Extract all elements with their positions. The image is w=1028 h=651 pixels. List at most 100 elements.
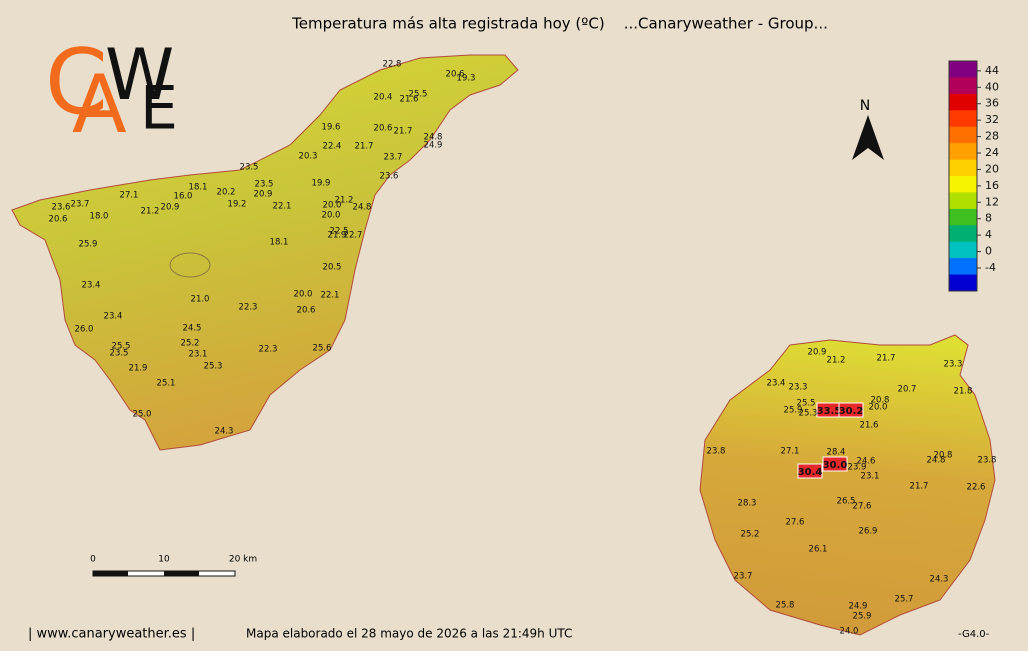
station-value: 22.1	[273, 202, 292, 212]
station-value: 25.5	[797, 399, 816, 409]
station-value: 16.0	[174, 192, 193, 202]
tenerife-island	[11, 54, 519, 451]
station-value: 22.6	[967, 483, 986, 493]
station-value: 20.9	[161, 203, 180, 213]
station-value: 21.7	[355, 142, 374, 152]
station-value: 24.9	[849, 602, 868, 612]
station-value: 21.2	[827, 356, 846, 366]
station-value: 21.9	[328, 231, 347, 241]
colorbar-swatch	[949, 126, 977, 144]
station-value: 21.2	[335, 196, 354, 206]
station-value: 22.3	[259, 345, 278, 355]
station-value: 22.4	[323, 142, 342, 152]
station-value: 19.2	[228, 200, 247, 210]
station-value: 23.3	[944, 360, 963, 370]
station-value: 25.0	[133, 410, 152, 420]
station-value: 21.8	[954, 387, 973, 397]
station-value: 25.3	[204, 362, 223, 372]
station-highlight: 30.0	[823, 460, 848, 471]
teide-crater	[169, 252, 211, 278]
station-value: 25.5	[409, 90, 428, 100]
station-value: 18.1	[270, 238, 289, 248]
colorbar-swatch	[949, 143, 977, 161]
station-value: 23.8	[978, 456, 997, 466]
station-value: 28.3	[738, 499, 757, 509]
station-value: 23.5	[240, 163, 259, 173]
station-value: 26.9	[859, 527, 878, 537]
station-value: 25.9	[853, 612, 872, 622]
station-value: 21.7	[910, 482, 929, 492]
station-value: 20.0	[294, 290, 313, 300]
station-value: 21.7	[877, 354, 896, 364]
station-value: 24.8	[927, 456, 946, 466]
station-value: 24.3	[215, 427, 234, 437]
station-value: 24.8	[424, 133, 443, 143]
station-value: 25.1	[157, 379, 176, 389]
colorbar-swatch	[949, 159, 977, 177]
station-value: 21.0	[191, 295, 210, 305]
footer-site[interactable]: | www.canaryweather.es |	[28, 627, 195, 642]
station-value: 27.1	[781, 447, 800, 457]
station-value: 20.0	[869, 403, 888, 413]
colorbar-label: 36	[985, 97, 999, 110]
station-value: 21.2	[141, 207, 160, 217]
highlight-box	[822, 456, 848, 472]
station-value: 20.8	[934, 451, 953, 461]
colorbar-swatch	[949, 225, 977, 243]
colorbar-label: 44	[985, 64, 999, 77]
colorbar-swatch	[949, 93, 977, 111]
station-value: 23.6	[380, 172, 399, 182]
colorbar-label: 40	[985, 80, 999, 93]
colorbar-label: 24	[985, 146, 999, 159]
station-value: 20.2	[217, 188, 236, 198]
station-value: 23.7	[384, 153, 403, 163]
station-value: 23.5	[110, 349, 129, 359]
station-value: 23.9	[848, 463, 867, 473]
station-value: 23.1	[861, 472, 880, 482]
station-value: 20.4	[374, 93, 393, 103]
colorbar-swatch	[949, 110, 977, 128]
station-value: 25.7	[895, 595, 914, 605]
station-value: 23.3	[789, 383, 808, 393]
station-value: 24.5	[183, 324, 202, 334]
station-value: 27.6	[853, 502, 872, 512]
station-value: 18.1	[189, 183, 208, 193]
station-value: 23.5	[255, 180, 274, 190]
station-value: 23.7	[734, 572, 753, 582]
colorbar-swatch	[949, 274, 977, 292]
colorbar-label: 12	[985, 195, 999, 208]
station-value: 22.8	[383, 60, 402, 70]
station-value: 22.3	[239, 303, 258, 313]
station-value: 24.3	[930, 575, 949, 585]
station-value: 22.7	[344, 231, 363, 241]
scale-label: 0	[90, 555, 96, 565]
colorbar-swatch	[949, 77, 977, 95]
colorbar-swatch	[949, 176, 977, 193]
station-value: 20.6	[297, 306, 316, 316]
station-value: 22.5	[330, 227, 349, 237]
station-value: 19.3	[457, 74, 476, 84]
title: Temperatura más alta registrada hoy (ºC)…	[291, 15, 828, 33]
station-value: 20.7	[898, 385, 917, 395]
station-value: 24.9	[424, 141, 443, 151]
station-value: 21.7	[394, 127, 413, 137]
station-value: 20.8	[871, 396, 890, 406]
station-value: 27.1	[120, 191, 139, 201]
station-value: 23.8	[707, 447, 726, 457]
station-value: 25.8	[776, 601, 795, 611]
station-value: 20.5	[323, 263, 342, 273]
logo-letter: E	[140, 74, 178, 144]
scale-label: 10	[158, 555, 170, 565]
colorbar-label: 32	[985, 113, 999, 126]
station-value: 26.1	[809, 545, 828, 555]
station-value: 19.6	[322, 123, 341, 133]
station-value: 23.4	[82, 281, 101, 291]
footer-note: Mapa elaborado el 28 mayo de 2026 a las …	[246, 627, 572, 641]
north-label: N	[860, 98, 870, 114]
station-value: 23.6	[52, 203, 71, 213]
station-value: 20.0	[323, 201, 342, 211]
station-value: 26.5	[837, 497, 856, 507]
station-value: 25.9	[784, 406, 803, 416]
